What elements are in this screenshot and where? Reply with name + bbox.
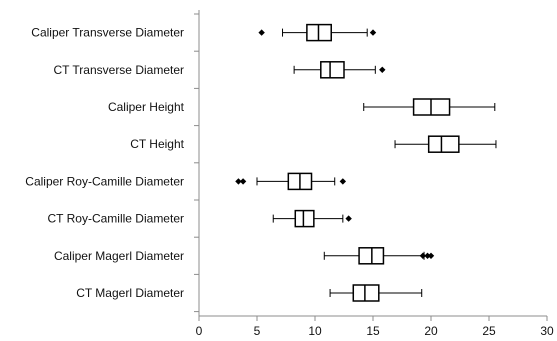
outlier-point <box>419 252 427 259</box>
category-label: CT Magerl Diameter <box>76 286 184 300</box>
outlier-point <box>427 252 435 259</box>
x-tick-label: 25 <box>482 324 496 338</box>
box-group-6 <box>272 209 352 228</box>
outlier-point <box>239 178 247 185</box>
category-label: CT Roy-Camille Diameter <box>48 212 184 226</box>
x-tick-label: 30 <box>540 324 554 338</box>
category-labels: Caliper Transverse Diameter CT Transverse… <box>25 26 184 300</box>
outlier-point <box>345 215 352 222</box>
plot-area <box>235 23 497 302</box>
x-tick-label: 10 <box>308 324 322 338</box>
x-tick-label: 5 <box>254 324 261 338</box>
outlier-point <box>235 178 242 185</box>
box-group-7 <box>323 247 435 265</box>
x-tick-label: 15 <box>366 324 380 338</box>
box-group-4 <box>394 135 497 153</box>
box-iqr <box>294 209 315 228</box>
category-label: Caliper Roy-Camille Diameter <box>25 174 184 188</box>
x-tick-label: 20 <box>424 324 438 338</box>
box-group-3 <box>363 98 496 116</box>
outlier-point <box>379 66 386 73</box>
outlier-point <box>424 252 431 259</box>
category-label: Caliper Transverse Diameter <box>31 26 184 40</box>
outlier-point <box>258 29 265 36</box>
axes: 0 5 10 15 20 25 30 <box>194 10 554 338</box>
box-group-2 <box>293 61 386 79</box>
outlier-point <box>339 178 347 185</box>
outlier-point <box>369 29 377 36</box>
category-label: Caliper Height <box>108 100 185 114</box>
x-tick-label: 0 <box>196 324 203 338</box>
category-label: CT Transverse Diameter <box>54 63 184 77</box>
box-group-8 <box>329 284 423 302</box>
box-group-1 <box>258 23 377 42</box>
box-iqr <box>320 61 345 79</box>
box-iqr <box>352 284 380 302</box>
box-group-5 <box>235 172 347 191</box>
box-iqr <box>427 135 460 153</box>
category-label: Caliper Magerl Diameter <box>54 249 184 263</box>
category-label: CT Height <box>130 137 184 151</box>
